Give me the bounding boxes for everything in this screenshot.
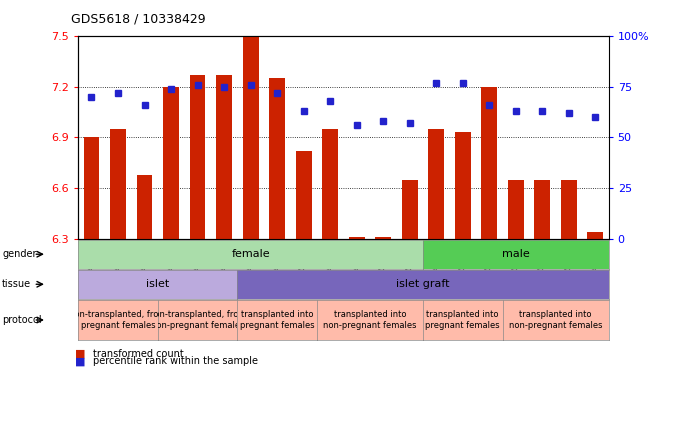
Bar (561, 180, 577, 239)
Text: male: male (502, 249, 530, 259)
Bar (481, 87, 497, 239)
Bar (269, 78, 285, 239)
Bar (190, 75, 205, 239)
Text: transplanted into
pregnant females: transplanted into pregnant females (426, 310, 500, 330)
Text: tissue: tissue (2, 279, 31, 289)
Bar (534, 180, 550, 239)
Text: GDS5618 / 10338429: GDS5618 / 10338429 (71, 13, 206, 26)
Bar (110, 129, 126, 239)
Text: protocol: protocol (2, 315, 41, 325)
Text: ■: ■ (75, 356, 85, 366)
Bar (322, 129, 338, 239)
Bar (216, 75, 232, 239)
Text: female: female (231, 249, 270, 259)
Bar (428, 129, 444, 239)
Bar (137, 175, 152, 239)
Text: transformed count: transformed count (93, 349, 184, 359)
Bar (588, 232, 603, 239)
Text: transplanted into
non-pregnant females: transplanted into non-pregnant females (323, 310, 417, 330)
Bar (163, 87, 179, 239)
Bar (349, 237, 364, 239)
Text: percentile rank within the sample: percentile rank within the sample (93, 356, 258, 366)
Bar (402, 180, 418, 239)
Bar (84, 137, 99, 239)
Bar (455, 132, 471, 239)
Text: ■: ■ (75, 349, 85, 359)
Text: gender: gender (2, 249, 37, 259)
Text: islet: islet (146, 279, 169, 289)
Bar (243, 36, 258, 239)
Text: transplanted into
pregnant females: transplanted into pregnant females (240, 310, 314, 330)
Text: islet graft: islet graft (396, 279, 449, 289)
Text: transplanted into
non-pregnant females: transplanted into non-pregnant females (509, 310, 602, 330)
Text: non-transplanted, from
pregnant females: non-transplanted, from pregnant females (69, 310, 167, 330)
Bar (508, 180, 524, 239)
Text: non-transplanted, from
non-pregnant females: non-transplanted, from non-pregnant fema… (149, 310, 246, 330)
Bar (375, 237, 391, 239)
Bar (296, 151, 311, 239)
